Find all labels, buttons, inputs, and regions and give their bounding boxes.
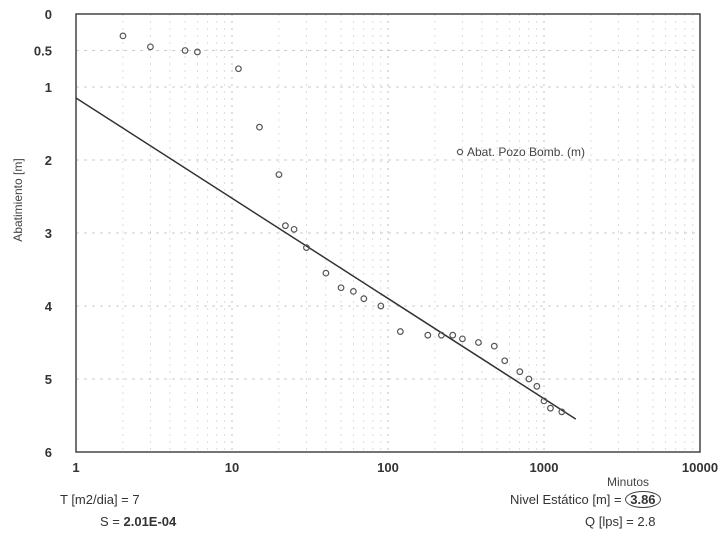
data-point [193, 48, 201, 56]
data-point [449, 331, 457, 339]
data-point [181, 47, 189, 54]
data-point [377, 302, 385, 310]
y-tick-label: 3 [45, 226, 52, 241]
x-tick-label: 10000 [682, 460, 718, 475]
legend: Abat. Pozo Bomb. (m) [456, 145, 585, 159]
legend-label: Abat. Pozo Bomb. (m) [467, 145, 585, 159]
data-point [547, 404, 554, 412]
data-points [119, 32, 566, 416]
data-point [438, 331, 445, 339]
data-point [516, 368, 524, 376]
data-point [282, 222, 289, 230]
y-tick-label: 5 [45, 372, 52, 387]
data-point [459, 335, 466, 343]
data-point [540, 397, 548, 405]
grid [76, 14, 700, 452]
x-tick-label: 100 [377, 460, 399, 475]
data-point [275, 171, 283, 179]
x-tick-label: 10 [225, 460, 239, 475]
data-point [490, 342, 498, 350]
storativity-label: S = 2.01E-04 [100, 514, 176, 529]
x-axis-label: Minutos [607, 475, 649, 489]
y-tick-label: 0.5 [34, 44, 52, 59]
static-level-label: Nivel Estático [m] = 3.86 [510, 491, 661, 508]
y-tick-label: 0 [45, 7, 52, 22]
data-point [337, 284, 345, 292]
data-point [303, 244, 310, 252]
y-tick-label: 6 [45, 445, 52, 460]
y-tick-label: 1 [45, 80, 52, 95]
flow-rate-label: Q [lps] = 2.8 [585, 514, 656, 529]
y-tick-label: 2 [45, 153, 52, 168]
data-point [475, 339, 482, 346]
data-point [558, 408, 566, 416]
legend-marker [456, 148, 464, 156]
plot-frame [75, 13, 701, 453]
data-point [525, 375, 533, 383]
x-axis: 1 10 100 1000 10000 [72, 460, 718, 475]
y-tick-label: 4 [45, 299, 53, 314]
data-point [349, 288, 357, 295]
storativity-value: 2.01E-04 [123, 514, 177, 529]
data-point [119, 32, 127, 40]
x-tick-label: 1000 [530, 460, 559, 475]
transmissivity-label: T [m2/dia] = 7 [60, 492, 140, 507]
data-point [235, 65, 242, 73]
data-point [424, 331, 432, 339]
data-point [501, 357, 509, 365]
storativity-prefix: S = [100, 514, 124, 529]
static-level-value: 3.86 [625, 491, 661, 508]
data-point [256, 123, 263, 131]
y-axis-label: Abatimiento [m] [11, 158, 25, 241]
data-point [533, 382, 541, 390]
data-point [396, 328, 404, 335]
y-axis: 0 0.5 1 2 3 4 5 6 [34, 7, 53, 460]
data-point [290, 225, 298, 233]
data-point [147, 43, 154, 51]
x-tick-label: 1 [72, 460, 79, 475]
static-level-prefix: Nivel Estático [m] = [510, 492, 626, 507]
data-point [322, 269, 330, 277]
trendline [75, 97, 577, 420]
data-point [360, 295, 368, 303]
